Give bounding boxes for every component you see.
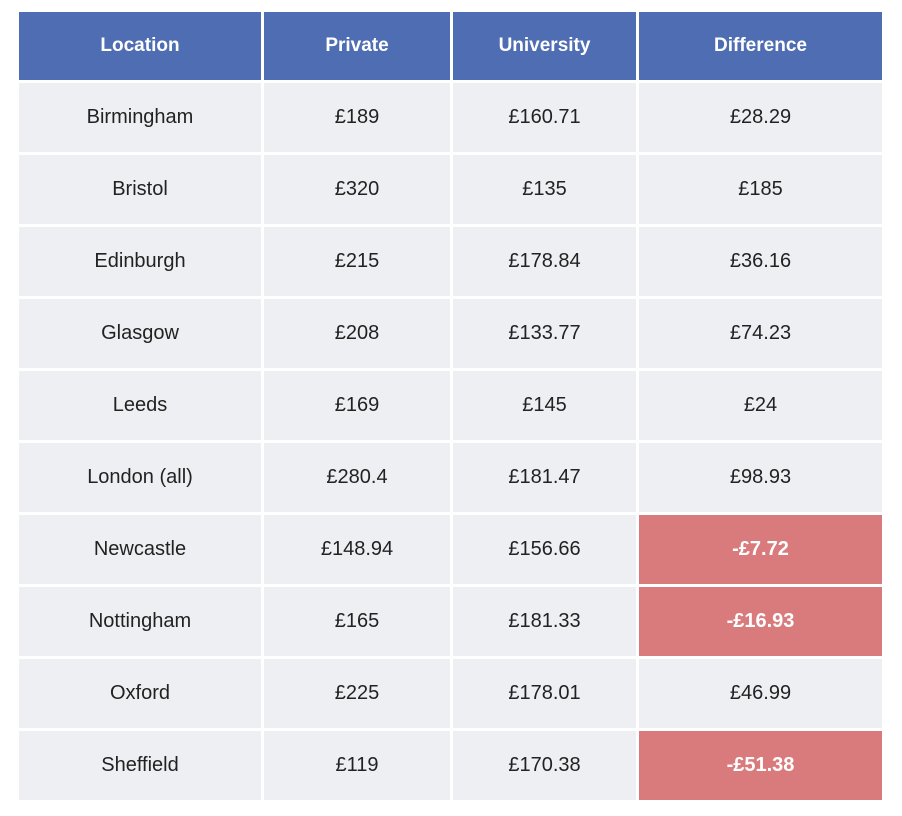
university-rent-cell: £170.38: [453, 731, 636, 800]
location-cell: Glasgow: [19, 299, 261, 368]
private-rent-cell: £208: [264, 299, 450, 368]
header-location: Location: [19, 12, 261, 80]
university-rent-cell: £135: [453, 155, 636, 224]
private-rent-cell: £189: [264, 83, 450, 152]
table-row: Leeds £169 £145 £24: [19, 371, 882, 440]
location-cell: Bristol: [19, 155, 261, 224]
location-cell: Leeds: [19, 371, 261, 440]
table-row: Nottingham £165 £181.33 -£16.93: [19, 587, 882, 656]
table-row: Edinburgh £215 £178.84 £36.16: [19, 227, 882, 296]
difference-cell: £98.93: [639, 443, 882, 512]
rent-comparison-table-container: Location Private University Difference B…: [16, 9, 885, 803]
table-row: London (all) £280.4 £181.47 £98.93: [19, 443, 882, 512]
private-rent-cell: £215: [264, 227, 450, 296]
location-cell: Edinburgh: [19, 227, 261, 296]
header-row: Location Private University Difference: [19, 12, 882, 80]
location-cell: Sheffield: [19, 731, 261, 800]
difference-cell: -£51.38: [639, 731, 882, 800]
table-row: Birmingham £189 £160.71 £28.29: [19, 83, 882, 152]
private-rent-cell: £119: [264, 731, 450, 800]
table-row: Sheffield £119 £170.38 -£51.38: [19, 731, 882, 800]
difference-cell: £36.16: [639, 227, 882, 296]
university-rent-cell: £178.01: [453, 659, 636, 728]
university-rent-cell: £156.66: [453, 515, 636, 584]
private-rent-cell: £225: [264, 659, 450, 728]
university-rent-cell: £181.33: [453, 587, 636, 656]
table-row: Bristol £320 £135 £185: [19, 155, 882, 224]
difference-cell: £46.99: [639, 659, 882, 728]
university-rent-cell: £178.84: [453, 227, 636, 296]
header-private: Private: [264, 12, 450, 80]
difference-cell: -£16.93: [639, 587, 882, 656]
private-rent-cell: £169: [264, 371, 450, 440]
difference-cell: £74.23: [639, 299, 882, 368]
location-cell: Newcastle: [19, 515, 261, 584]
university-rent-cell: £133.77: [453, 299, 636, 368]
university-rent-cell: £160.71: [453, 83, 636, 152]
rent-comparison-table: Location Private University Difference B…: [16, 9, 885, 803]
location-cell: Nottingham: [19, 587, 261, 656]
difference-cell: -£7.72: [639, 515, 882, 584]
university-rent-cell: £145: [453, 371, 636, 440]
private-rent-cell: £280.4: [264, 443, 450, 512]
private-rent-cell: £148.94: [264, 515, 450, 584]
header-difference: Difference: [639, 12, 882, 80]
header-university: University: [453, 12, 636, 80]
table-row: Oxford £225 £178.01 £46.99: [19, 659, 882, 728]
difference-cell: £185: [639, 155, 882, 224]
location-cell: Birmingham: [19, 83, 261, 152]
difference-cell: £28.29: [639, 83, 882, 152]
private-rent-cell: £320: [264, 155, 450, 224]
table-body: Birmingham £189 £160.71 £28.29 Bristol £320 £1…: [19, 83, 882, 800]
table-row: Glasgow £208 £133.77 £74.23: [19, 299, 882, 368]
private-rent-cell: £165: [264, 587, 450, 656]
location-cell: Oxford: [19, 659, 261, 728]
table-header: Location Private University Difference: [19, 12, 882, 80]
university-rent-cell: £181.47: [453, 443, 636, 512]
difference-cell: £24: [639, 371, 882, 440]
table-row: Newcastle £148.94 £156.66 -£7.72: [19, 515, 882, 584]
location-cell: London (all): [19, 443, 261, 512]
